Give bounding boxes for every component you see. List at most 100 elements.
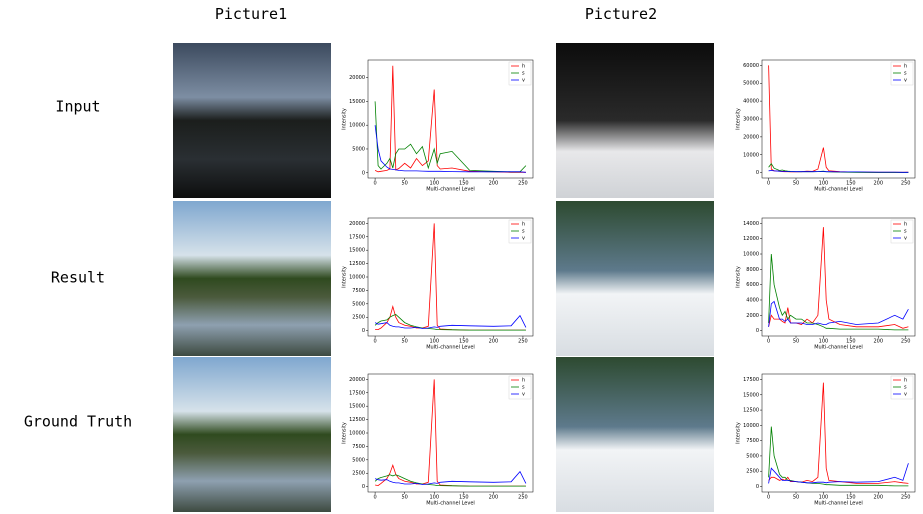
legend-label: h [522,64,525,70]
x-tick-label: 200 [873,495,883,501]
y-tick-label: 10000 [349,275,365,281]
y-tick-label: 5000 [746,453,759,459]
legend [509,220,531,243]
y-tick-label: 0 [362,484,365,490]
y-tick-label: 14000 [743,221,759,227]
y-tick-label: 0 [756,484,759,490]
y-axis-label: Intensity [736,266,742,288]
photo [556,43,714,198]
y-tick-label: 6000 [746,282,759,288]
y-tick-label: 15000 [743,392,759,398]
x-axis-label: Multi-channel Level [814,501,863,507]
y-tick-label: 20000 [743,134,759,140]
y-axis-label: Intensity [342,108,348,130]
x-axis-label: Multi-channel Level [426,501,475,507]
legend-label: h [904,64,907,70]
column-title: Picture2 [585,5,657,23]
y-tick-label: 2500 [746,469,759,475]
x-tick-label: 50 [401,181,407,187]
x-tick-label: 250 [518,339,528,345]
legend [891,376,913,399]
y-tick-label: 15000 [349,99,365,105]
y-tick-label: 10000 [743,423,759,429]
legend-label: s [904,71,907,77]
y-tick-label: 2000 [746,313,759,319]
legend-label: h [904,222,907,228]
y-tick-label: 7500 [746,438,759,444]
legend-label: v [522,236,525,242]
y-tick-label: 7500 [352,444,365,450]
x-tick-label: 0 [374,495,377,501]
x-axis-label: Multi-channel Level [426,345,475,351]
y-tick-label: 0 [362,170,365,176]
plot-area [368,374,533,492]
page: Picture1 Picture2 Input05010015020025005… [0,0,923,514]
photo [173,43,331,198]
x-tick-label: 0 [767,181,770,187]
x-axis-label: Multi-channel Level [814,345,863,351]
row-label: Result [51,269,105,287]
x-tick-label: 250 [518,181,528,187]
x-tick-label: 50 [401,339,407,345]
y-tick-label: 17500 [349,234,365,240]
x-tick-label: 200 [873,181,883,187]
y-axis-label: Intensity [736,108,742,130]
photo [556,201,714,356]
legend-label: v [904,392,907,398]
y-tick-label: 2500 [352,315,365,321]
legend-label: s [522,229,525,235]
y-tick-label: 10000 [743,252,759,258]
y-tick-label: 20000 [349,221,365,227]
y-tick-label: 0 [756,328,759,334]
row-label: Ground Truth [24,413,132,431]
y-tick-label: 12500 [743,408,759,414]
legend-label: v [522,78,525,84]
x-tick-label: 250 [901,495,911,501]
legend-label: v [904,236,907,242]
column-title: Picture1 [215,5,287,23]
x-tick-label: 250 [901,339,911,345]
photo [556,357,714,512]
legend-label: s [522,385,525,391]
y-tick-label: 0 [756,170,759,176]
y-tick-label: 12000 [743,236,759,242]
y-tick-label: 50000 [743,81,759,87]
x-tick-label: 0 [767,339,770,345]
x-tick-label: 200 [489,339,499,345]
y-tick-label: 2500 [352,471,365,477]
x-tick-label: 200 [873,339,883,345]
photo [173,357,331,512]
x-tick-label: 0 [374,339,377,345]
x-tick-label: 250 [901,181,911,187]
figure: Picture1 Picture2 Input05010015020025005… [0,0,923,514]
y-tick-label: 17500 [743,377,759,383]
y-axis-label: Intensity [736,422,742,444]
y-tick-label: 4000 [746,297,759,303]
legend [509,376,531,399]
legend-label: h [904,378,907,384]
x-tick-label: 250 [518,495,528,501]
legend-label: v [522,392,525,398]
photo [173,201,331,356]
y-tick-label: 60000 [743,63,759,69]
x-tick-label: 50 [793,339,799,345]
plot-area [368,218,533,336]
legend-label: s [522,71,525,77]
y-tick-label: 10000 [349,123,365,129]
x-tick-label: 50 [793,181,799,187]
legend-label: v [904,78,907,84]
y-tick-label: 15000 [349,404,365,410]
legend-label: s [904,229,907,235]
y-tick-label: 12500 [349,417,365,423]
y-tick-label: 15000 [349,248,365,254]
y-axis-label: Intensity [342,266,348,288]
x-tick-label: 200 [489,495,499,501]
y-axis-label: Intensity [342,422,348,444]
y-tick-label: 12500 [349,261,365,267]
x-tick-label: 50 [401,495,407,501]
legend [891,62,913,85]
y-tick-label: 20000 [349,377,365,383]
x-axis-label: Multi-channel Level [814,187,863,193]
y-tick-label: 10000 [349,431,365,437]
y-tick-label: 7500 [352,288,365,294]
